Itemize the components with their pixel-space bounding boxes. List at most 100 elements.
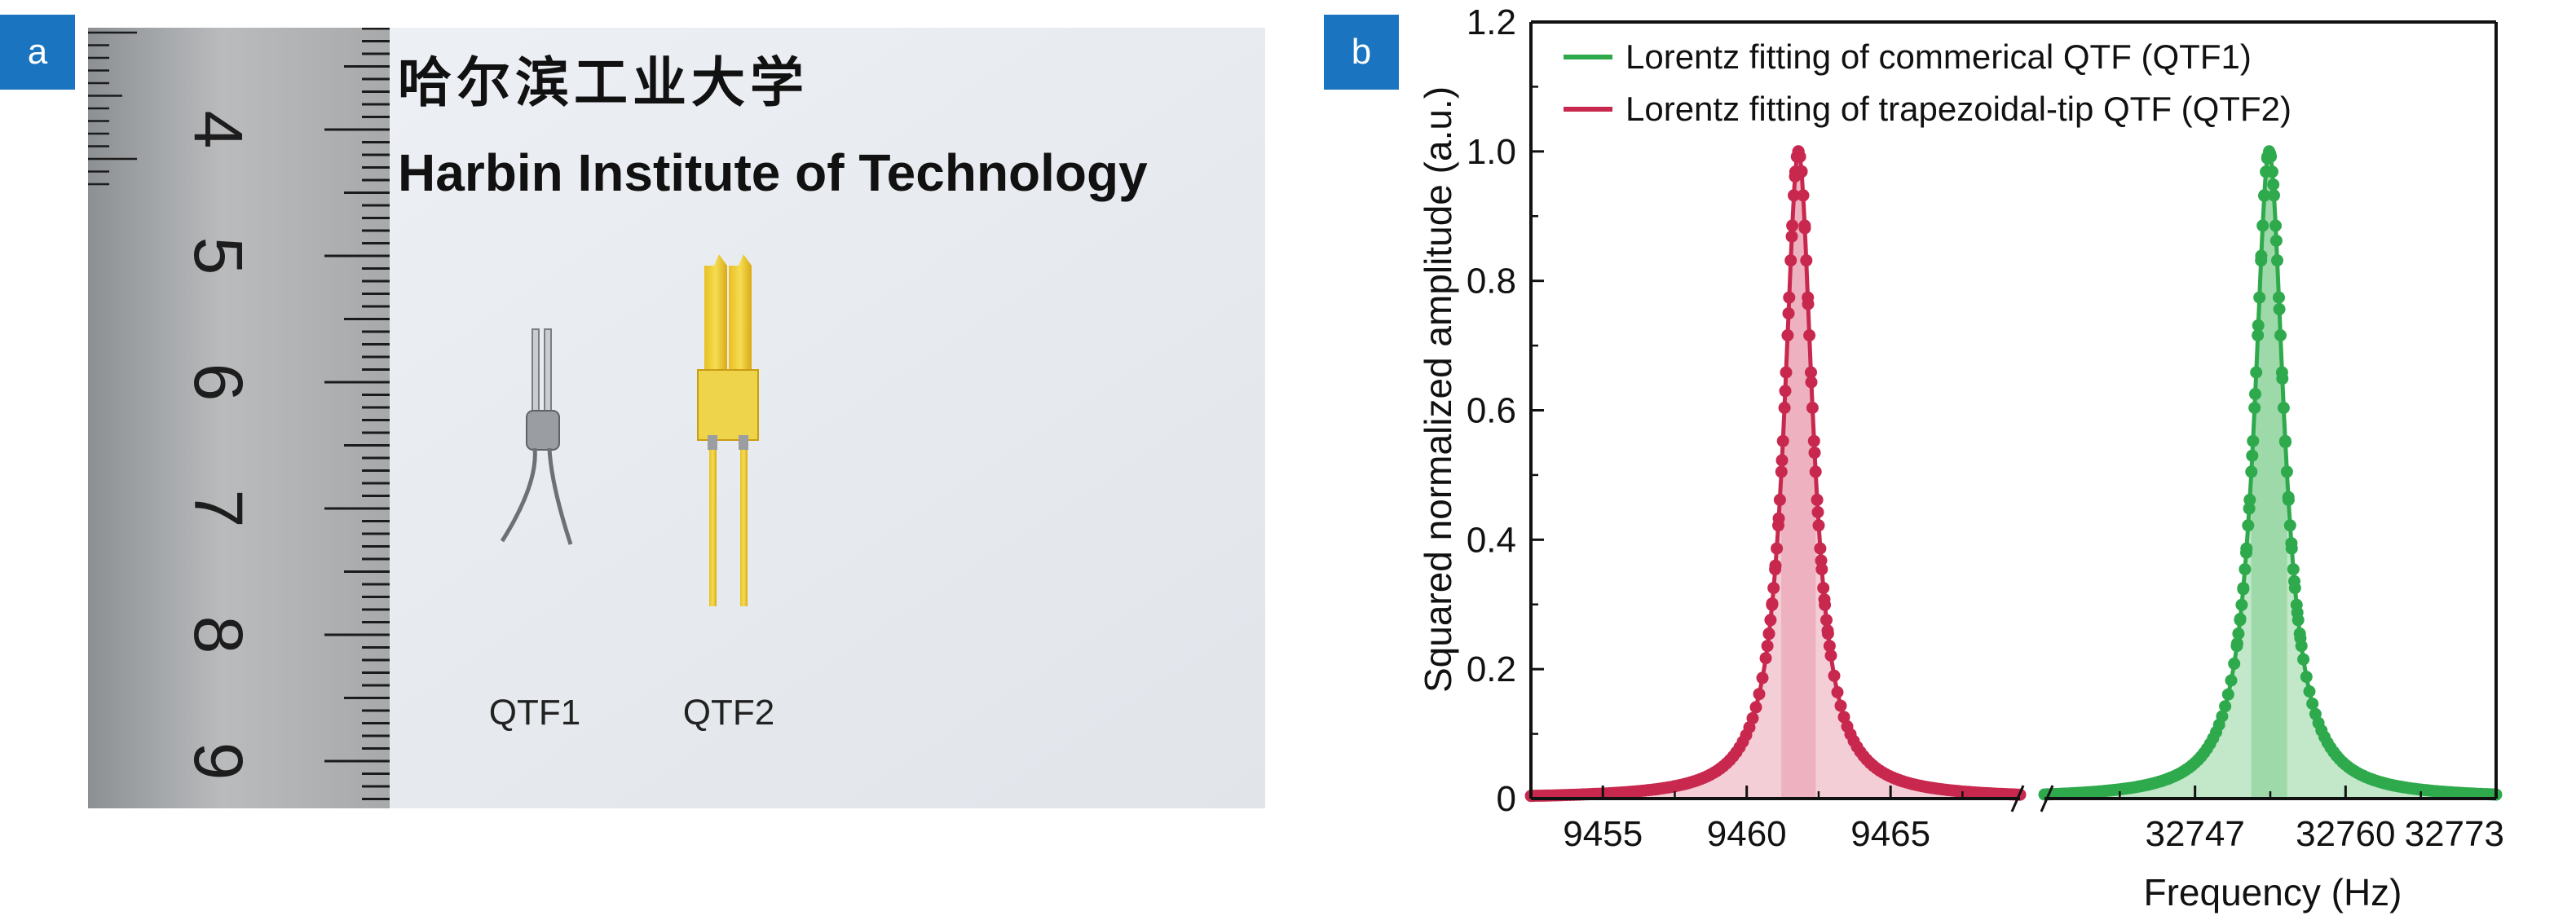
qtf2-data-point [1805,376,1818,389]
qtf2-data-point [1815,554,1828,567]
y-tick-label: 0.4 [1467,520,1516,560]
axis-break-mark [2010,785,2025,812]
qtf2-data-point [1837,711,1850,724]
qtf1-data-point [2271,254,2283,267]
qtf1-data-point [2282,493,2295,506]
qtf2-data-point [1756,671,1769,684]
qtf1-fwhm-band [2251,151,2287,799]
data-points-layer [1524,145,2503,803]
qtf1-data-point [2275,366,2288,379]
y-tick-label: 1.0 [1467,132,1516,172]
qtf1-data-point [2285,542,2298,555]
qtf2-data-point [1823,640,1836,653]
qtf1-data-point [2247,434,2260,447]
qtf2-data-point [1759,652,1772,665]
qtf2-data-point [1809,465,1822,478]
qtf1-data-point [2283,519,2296,532]
qtf1-data-point [2290,598,2303,611]
qtf2-data-point [1834,699,1847,712]
axes-layer: 0 0.2 0.4 0.6 0.8 1.0 1.2 9455 9460 9465 32747 3276… [1467,2,2504,854]
qtf2-data-point [1808,447,1821,460]
ruler-ticks [88,28,390,800]
qtf1-data-point [2266,165,2278,178]
qtf1-data-point [2237,582,2250,595]
x-tick-label: 32760 [2296,814,2395,854]
qtf2-data-point [1773,493,1786,506]
qtf2-data-point [1775,454,1789,467]
qtf2-data-point [1802,291,1815,304]
qtf2-data-point [1753,688,1766,701]
qtf1-data-point [2253,291,2266,304]
qtf1-data-point [2280,465,2293,478]
qtf2-data-point [1805,366,1817,379]
qtf2-data-point [1798,219,1811,232]
qtf2-data-point [1819,598,1832,611]
qtf2-data-point [1814,542,1827,555]
panel-label-b: b [1324,15,1399,90]
qtf2-data-point [1828,669,1841,682]
qtf2-data-point [1782,307,1795,320]
qtf1-data-point [2255,254,2268,267]
qtf2-data-point [1775,465,1788,478]
qtf2-data-point [1800,254,1813,267]
x-tick-label: 32773 [2405,814,2504,854]
qtf1-data-point [2246,449,2259,462]
qtf2-label: QTF2 [683,693,774,733]
qtf2-data-point [1766,598,1779,611]
y-axis-label: Squared normalized amplitude (a.u.) [1417,86,1459,693]
y-tick-label: 0.8 [1467,262,1516,302]
qtf1-data-point [2252,319,2265,332]
qtf1-data-point [2273,302,2286,315]
qtf1-data-point [2277,402,2290,414]
fit-curves-layer [1531,145,2497,799]
qtf2-data-point [1779,385,1792,398]
legend-qtf2-label: Lorentz fitting of trapezoidal-tip QTF (… [1625,90,2291,128]
qtf2-data-point [1783,291,1796,304]
qtf1-device-image [500,328,573,545]
qtf1-data-point [2269,219,2282,232]
qtf1-data-point [2249,388,2261,400]
qtf2-data-point [1767,582,1780,595]
qtf1-data-point [2243,502,2256,515]
ruler-number: 7 [180,490,257,528]
ruler-numbers: 3456789 [180,111,257,781]
qtf2-data-point [1762,627,1775,640]
qtf1-data-point [2245,465,2258,478]
legend: Lorentz fitting of commerical QTF (QTF1)… [1564,37,2291,128]
qtf1-data-point [2225,674,2238,687]
x-tick-label: 32747 [2145,814,2244,854]
qtf1-data-point [2242,519,2255,532]
y-tick-label: 0 [1497,779,1516,819]
qtf2-data-point [1776,434,1789,447]
x-tick-label: 9465 [1850,814,1930,854]
qtf1-data-point [2216,710,2229,723]
legend-qtf1-label: Lorentz fitting of commerical QTF (QTF1) [1625,37,2252,76]
y-tick-label: 0.2 [1467,649,1516,689]
qtf2-data-point [1749,701,1762,714]
qtf2-data-point [1811,493,1824,506]
qtf1-data-point [2288,582,2301,595]
qtf1-data-point [2234,614,2247,627]
qtf1-data-point [2258,189,2271,202]
ruler-number: 9 [180,742,257,781]
y-tick-label: 1.2 [1467,2,1516,42]
qtf2-data-point [1764,614,1777,627]
university-name-english: Harbin Institute of Technology [398,143,1148,202]
qtf2-data-point [1784,254,1797,267]
qtf2-data-point [1785,230,1798,243]
qtf2-data-point [1815,563,1828,576]
qtf2-data-point [1795,165,1808,178]
qtf1-data-point [2252,329,2265,341]
qtf1-data-point [2256,219,2269,232]
qtf2-data-point [1803,329,1816,341]
qtf1-data-point [2278,434,2291,447]
qtf1-data-point [2267,178,2280,191]
qtf1-data-point [2300,671,2313,684]
y-tick-label: 0.6 [1467,391,1516,431]
qtf2-data-point [1811,506,1824,518]
qtf1-data-point [2268,189,2280,202]
x-axis-label: Frequency (Hz) [2144,871,2402,913]
qtf2-data-point [1780,366,1793,379]
qtf2-data-point [1769,563,1782,576]
qtf1-data-point [2243,493,2256,506]
